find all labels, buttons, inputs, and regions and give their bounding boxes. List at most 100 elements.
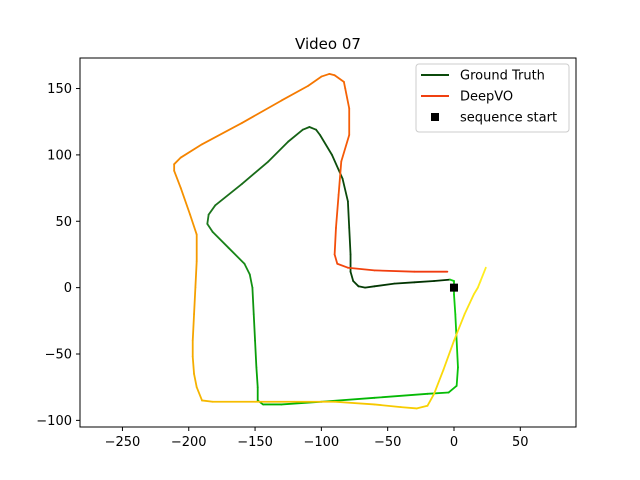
legend-frame xyxy=(415,63,570,133)
series-deepvo-segment xyxy=(328,73,336,77)
series-ground-truth-segment xyxy=(240,160,270,185)
legend-swatch-sequence-start xyxy=(431,113,439,121)
series-ground-truth-segment xyxy=(243,262,251,276)
series-ground-truth-segment xyxy=(453,293,457,316)
series-ground-truth-segment xyxy=(455,366,459,387)
series-deepvo-segment xyxy=(193,286,197,316)
series-sequence-start xyxy=(449,283,458,292)
series-ground-truth-segment xyxy=(455,339,459,369)
series-deepvo-segment xyxy=(453,313,466,342)
series-deepvo-segment xyxy=(337,160,343,196)
sequence-start-marker xyxy=(449,283,458,292)
series-deepvo-segment xyxy=(346,266,376,272)
chart-title: Video 07 xyxy=(295,35,361,53)
series-deepvo-segment xyxy=(333,74,345,83)
y-axis: −100 −50 0 50 100 150 xyxy=(36,82,80,429)
series-deepvo-segment xyxy=(479,266,487,282)
y-tick-label: 150 xyxy=(47,82,72,97)
series-deepvo-segment xyxy=(333,226,337,256)
series-deepvo-segment xyxy=(201,399,214,403)
series-ground-truth-segment xyxy=(364,285,376,289)
series-deepvo-segment xyxy=(343,80,347,90)
series-deepvo-segment xyxy=(193,373,198,389)
x-tick-label: −100 xyxy=(304,435,340,450)
series-ground-truth-segment xyxy=(413,280,435,284)
series-ground-truth-segment xyxy=(211,230,230,249)
series-deepvo-segment xyxy=(179,143,203,159)
series-deepvo-segment xyxy=(472,286,479,296)
series-ground-truth-segment xyxy=(255,366,259,389)
legend-label-ground-truth: Ground Truth xyxy=(460,69,545,84)
series-ground-truth-segment xyxy=(227,246,246,265)
series-ground-truth-segment xyxy=(267,140,290,163)
series-ground-truth-segment xyxy=(373,282,396,288)
series-deepvo-segment xyxy=(320,73,331,78)
series-deepvo-segment xyxy=(333,253,339,265)
x-tick-label: −200 xyxy=(171,435,207,450)
series-layer xyxy=(173,73,487,410)
series-ground-truth-segment xyxy=(346,200,351,229)
x-tick-label: −50 xyxy=(374,435,401,450)
x-tick-label: −250 xyxy=(105,435,141,450)
series-ground-truth-segment xyxy=(349,270,355,282)
series-ground-truth-segment xyxy=(373,392,429,399)
series-deepvo-segment xyxy=(415,404,429,410)
x-tick-label: 50 xyxy=(512,435,529,450)
series-ground-truth-segment xyxy=(341,177,349,203)
series-deepvo-segment xyxy=(194,260,198,289)
series-ground-truth-segment xyxy=(447,384,458,394)
series-ground-truth-segment xyxy=(206,213,210,225)
y-tick-label: 50 xyxy=(55,215,72,230)
series-ground-truth-segment xyxy=(214,183,243,207)
plot-area xyxy=(79,57,577,428)
y-tick-label: 0 xyxy=(64,281,72,296)
series-ground-truth-segment xyxy=(308,126,317,131)
y-tick-label: 100 xyxy=(47,148,72,163)
series-ground-truth-segment xyxy=(352,280,360,288)
series-deepvo-segment xyxy=(335,193,340,229)
series-deepvo-segment xyxy=(373,269,416,273)
legend: Ground Truth DeepVO sequence start xyxy=(415,63,570,133)
series-deepvo-segment xyxy=(400,406,418,410)
series-ground-truth-segment xyxy=(251,286,255,316)
series-ground-truth-segment xyxy=(287,128,304,143)
series-deepvo-segment xyxy=(340,134,351,163)
series-deepvo-segment xyxy=(344,87,351,110)
x-tick-label: −150 xyxy=(237,435,273,450)
series-deepvo-segment xyxy=(179,187,191,216)
series-ground-truth-segment xyxy=(301,126,311,131)
series-deepvo-segment xyxy=(173,169,182,189)
series-ground-truth-segment xyxy=(248,273,254,289)
series-deepvo-segment xyxy=(373,403,402,408)
series-deepvo-segment xyxy=(191,313,195,342)
series-ground-truth-segment xyxy=(433,278,451,282)
series-deepvo-segment xyxy=(191,355,195,375)
series-deepvo xyxy=(173,73,487,410)
legend-label-deepvo: DeepVO xyxy=(460,90,513,105)
series-deepvo-segment xyxy=(463,293,475,316)
series-deepvo-segment xyxy=(442,339,455,371)
series-deepvo-segment xyxy=(476,280,482,289)
series-ground-truth-segment xyxy=(393,281,416,285)
series-ground-truth-segment xyxy=(348,226,352,256)
series-ground-truth-segment xyxy=(206,223,214,233)
series-ground-truth-segment xyxy=(207,204,217,216)
series-deepvo-segment xyxy=(240,99,283,124)
series-ground-truth-segment xyxy=(426,391,450,395)
series-ground-truth-segment xyxy=(449,278,455,282)
series-deepvo-segment xyxy=(280,84,310,102)
series-deepvo-segment xyxy=(307,75,323,87)
series-deepvo-segment xyxy=(333,400,376,406)
series-ground-truth-segment xyxy=(357,285,367,289)
series-deepvo-segment xyxy=(173,156,182,166)
series-deepvo-segment xyxy=(426,392,435,407)
series-deepvo-segment xyxy=(201,122,243,146)
y-tick-label: −100 xyxy=(36,414,72,429)
y-tick-label: −50 xyxy=(45,347,72,362)
series-ground-truth-segment xyxy=(315,128,321,136)
series-deepvo-segment xyxy=(433,369,445,395)
x-tick-label: 0 xyxy=(450,435,458,450)
series-deepvo-segment xyxy=(189,213,198,236)
series-ground-truth-segment xyxy=(252,313,256,342)
